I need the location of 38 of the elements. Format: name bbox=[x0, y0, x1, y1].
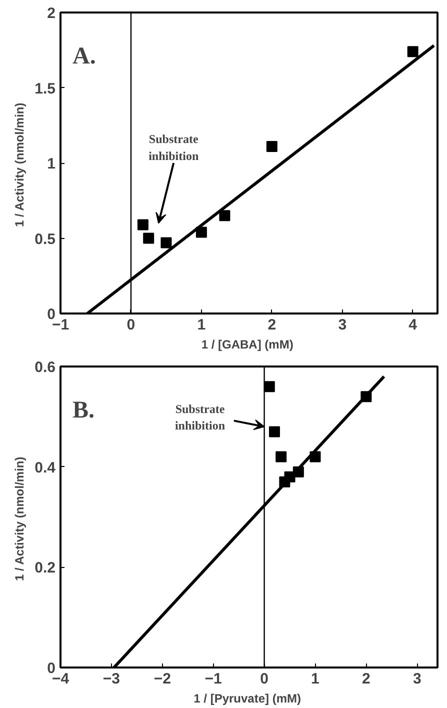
annotation: Substrate inhibition bbox=[148, 132, 199, 163]
x-tick-label: 2 bbox=[268, 316, 276, 334]
point bbox=[143, 232, 154, 244]
text: A. bbox=[72, 44, 96, 70]
x-axis-title: 1 / [GABA] (mM) bbox=[201, 338, 294, 352]
x-tick-label: −2 bbox=[154, 670, 171, 688]
point bbox=[266, 140, 278, 152]
point bbox=[268, 426, 280, 438]
y-tick-label: 0 bbox=[47, 660, 56, 677]
x-tick-label: 3 bbox=[412, 670, 422, 688]
point bbox=[137, 219, 148, 230]
y-tick-label: 1.5 bbox=[34, 80, 56, 98]
point bbox=[276, 451, 287, 462]
point bbox=[264, 381, 275, 392]
y-tick-label: 0.5 bbox=[34, 230, 56, 248]
x-tick-label: 4 bbox=[408, 316, 418, 334]
x-axis-title: 1 / [Pyruvate] (mM) bbox=[194, 692, 302, 706]
point bbox=[219, 210, 230, 222]
point bbox=[160, 237, 172, 248]
x-tick-label: −1 bbox=[204, 670, 222, 688]
x-tick-label: 2 bbox=[362, 670, 370, 688]
y-axis-title: 1 / Activity (nmol/min) bbox=[12, 102, 27, 228]
x-tick-label: 0 bbox=[260, 670, 268, 688]
y-tick-label: 0.6 bbox=[34, 359, 56, 376]
x-tick-label: 3 bbox=[338, 316, 347, 334]
annotation: Substrate inhibition bbox=[174, 402, 226, 433]
x-tick-label: 1 bbox=[197, 316, 206, 334]
y-tick-label: 0.4 bbox=[34, 459, 56, 476]
x-tick-label: 0 bbox=[126, 316, 136, 334]
y-tick-label: 1 bbox=[47, 156, 56, 172]
y-tick-label: 2 bbox=[47, 5, 56, 22]
x-tick-label: −3 bbox=[102, 670, 120, 688]
text: B. bbox=[72, 398, 95, 424]
x-tick-label: 1 bbox=[311, 670, 320, 688]
y-tick-label: 0.2 bbox=[34, 560, 56, 577]
point bbox=[407, 46, 418, 58]
y-axis-title: 1 / Activity (nmol/min) bbox=[12, 456, 27, 582]
y-tick-label: 0 bbox=[47, 306, 56, 323]
